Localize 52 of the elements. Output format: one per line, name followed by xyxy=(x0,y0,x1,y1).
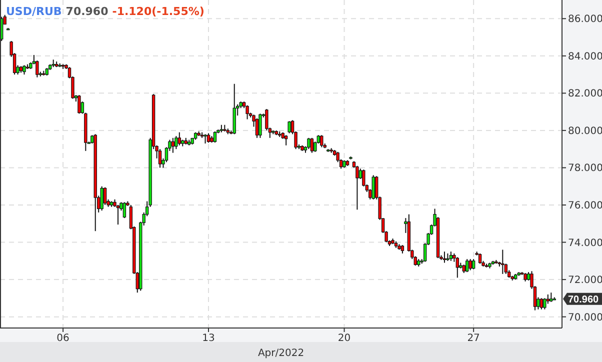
candlestick xyxy=(468,258,472,271)
candlestick xyxy=(543,298,546,310)
candlestick xyxy=(307,137,310,150)
annotation: 70.960 xyxy=(568,294,600,306)
y-tick-label: 82.000 xyxy=(568,88,602,100)
candlestick xyxy=(78,94,81,114)
candlestick xyxy=(204,134,207,144)
candlestick xyxy=(206,132,210,144)
candlestick xyxy=(540,298,544,310)
candlestick xyxy=(356,165,359,210)
candlestick xyxy=(258,113,262,138)
candlestick xyxy=(372,174,375,200)
y-tick-label: 72.000 xyxy=(568,275,602,286)
candlestick xyxy=(310,137,314,154)
candlestick xyxy=(122,202,126,219)
candlestick xyxy=(501,249,504,274)
candlestick xyxy=(442,251,446,264)
y-tick-label: 74.000 xyxy=(568,238,602,249)
y-tick-label: 86.000 xyxy=(568,14,602,26)
x-axis-title: Apr/2022 xyxy=(258,348,304,359)
candlestick xyxy=(546,294,550,304)
candlestick xyxy=(171,137,175,154)
text: 70.960 xyxy=(66,5,109,18)
y-tick-label: 70.000 xyxy=(568,312,602,324)
candlestick xyxy=(449,251,453,262)
y-tick-label: 80.000 xyxy=(568,126,602,137)
candlestick xyxy=(288,120,291,134)
candlestick xyxy=(213,130,217,144)
candlestick xyxy=(158,148,162,168)
candlestick xyxy=(174,136,178,150)
x-tick-label: 13 xyxy=(202,333,215,344)
text: USD/RUB xyxy=(6,5,62,18)
candlestick xyxy=(456,256,459,278)
candlestick xyxy=(178,132,181,146)
candlestick xyxy=(246,104,249,120)
y-tick-label: 76.000 xyxy=(568,200,602,212)
candlestick xyxy=(466,258,469,273)
candlestick xyxy=(550,292,553,302)
candlestick xyxy=(320,134,324,148)
candlestick xyxy=(22,64,26,76)
candlestick xyxy=(284,134,288,146)
annotation: -1.120(-1.55%) xyxy=(112,5,204,18)
x-tick-label: 06 xyxy=(56,333,70,344)
y-tick-label: 84.000 xyxy=(568,51,602,62)
candlestick xyxy=(255,118,259,138)
candlestick xyxy=(103,186,107,206)
candlestick xyxy=(100,186,104,212)
x-tick-label: 20 xyxy=(338,333,351,344)
candlestick xyxy=(472,258,476,270)
candlestick xyxy=(478,252,482,264)
x-tick-label: 27 xyxy=(467,333,480,344)
y-tick-label: 78.000 xyxy=(568,163,602,174)
